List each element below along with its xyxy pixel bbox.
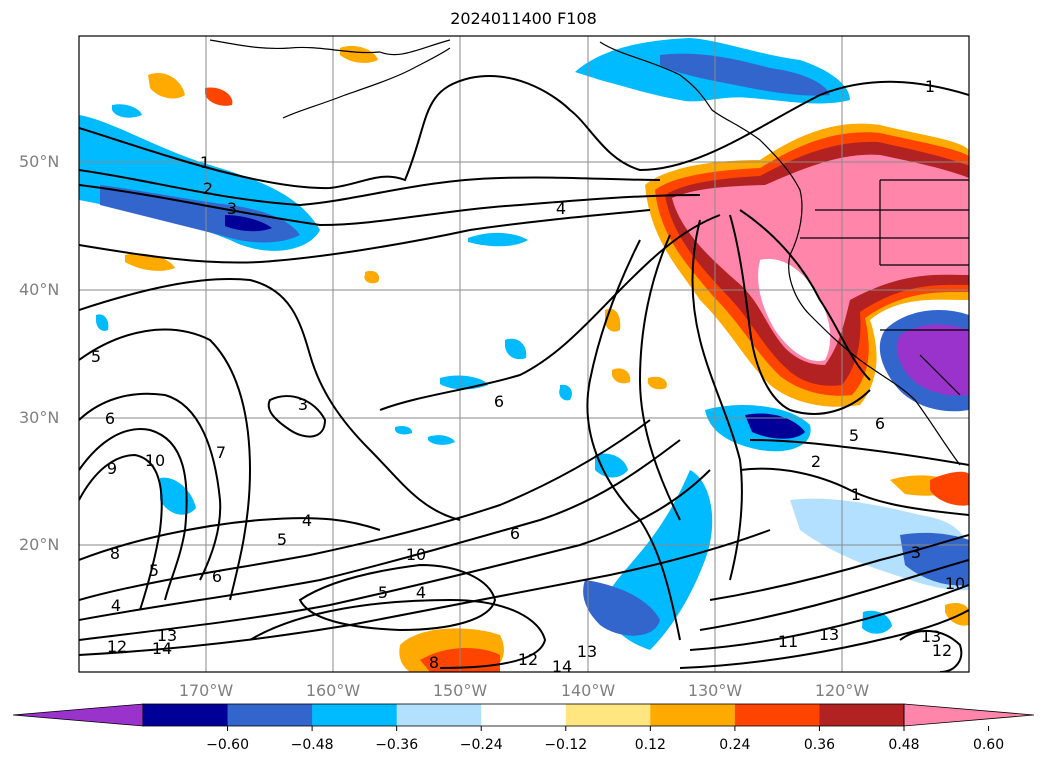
colorbar-segment: [734, 704, 820, 726]
colorbar-tick-label: 0.48: [888, 737, 920, 753]
colorbar-tick-label: 0.60: [972, 737, 1005, 753]
map-title: 2024011400 F108: [450, 9, 597, 28]
colorbar-tick-label: −0.60: [206, 737, 249, 753]
lon-label: 140°W: [560, 681, 616, 700]
contour-label: 3: [227, 199, 237, 218]
contour-label: 2: [203, 179, 213, 198]
colorbar-segment: [312, 704, 398, 726]
colorbar-segment: [143, 704, 229, 726]
lon-label: 150°W: [432, 681, 488, 700]
contour-label: 4: [111, 596, 121, 615]
contour-label: 13: [921, 627, 941, 646]
colorbar-segment: [481, 704, 567, 726]
colorbar-segment: [565, 704, 651, 726]
colorbar-tick-label: 0.12: [634, 737, 666, 753]
contour-label: 6: [105, 409, 115, 428]
contour-label: 1: [200, 153, 210, 172]
shaded-fields: [79, 38, 969, 672]
lon-label: 160°W: [305, 681, 361, 700]
contour-label: 8: [110, 544, 120, 563]
colorbar-segment: [396, 704, 482, 726]
contour-label: 10: [945, 574, 965, 593]
contour-label: 5: [378, 583, 388, 602]
colorbar-tick-label: −0.12: [544, 737, 588, 753]
contour-label: 5: [91, 347, 101, 366]
contour-label: 6: [875, 414, 885, 433]
colorbar-segments: [12, 703, 1035, 731]
contour-label: 1: [851, 485, 861, 504]
lon-label: 170°W: [178, 681, 234, 700]
colorbar-segment: [650, 704, 736, 726]
contour-label: 14: [152, 639, 172, 658]
contour-label: 10: [406, 545, 426, 564]
colorbar-extend-low: [12, 703, 144, 727]
contour-label: 13: [577, 642, 597, 661]
contour-label: 10: [145, 451, 165, 470]
contour-label: 14: [552, 657, 572, 676]
contour-label: 12: [518, 650, 538, 669]
contour-lines: [79, 75, 969, 672]
contour-label: 4: [416, 583, 426, 602]
colorbar-tick-label: 0.24: [719, 737, 751, 753]
contour-label: 13: [157, 626, 177, 645]
contour-label: 4: [302, 511, 312, 530]
lat-label: 50°N: [19, 152, 60, 171]
colorbar-tick-label: −0.48: [290, 737, 334, 753]
contour-label: 6: [510, 524, 520, 543]
colorbar-tick-label: −0.36: [375, 737, 419, 753]
colorbar-extend-high: [903, 703, 1035, 727]
contour-label: 13: [819, 625, 839, 644]
colorbar-tick-label: −0.24: [459, 737, 503, 753]
contour-label: 1: [925, 77, 935, 96]
map-plot: 1 2 3 4 1 5 6 9 10 7 3 6 8 5 6 4 5 4 10 …: [78, 35, 970, 676]
contour-label: 6: [494, 392, 504, 411]
contour-label: 12: [932, 641, 952, 660]
contour-label: 5: [277, 530, 287, 549]
lon-label: 130°W: [687, 681, 743, 700]
lat-label: 30°N: [19, 408, 60, 427]
contour-label: 3: [298, 395, 308, 414]
contour-label: 9: [107, 459, 117, 478]
contour-label: 8: [429, 653, 439, 672]
lon-label: 120°W: [814, 681, 870, 700]
contour-label: 3: [911, 543, 921, 562]
contour-label: 11: [778, 632, 798, 651]
contour-label: 4: [556, 199, 566, 218]
colorbar-segment: [819, 704, 905, 726]
contour-label: 6: [212, 567, 222, 586]
contour-label: 5: [149, 561, 159, 580]
contour-label: 2: [811, 452, 821, 471]
contour-label: 12: [107, 637, 127, 656]
colorbar-segment: [227, 704, 313, 726]
graticule: [79, 36, 969, 672]
contour-label: 7: [216, 443, 226, 462]
lat-label: 20°N: [19, 535, 60, 554]
coastlines: [209, 39, 969, 466]
contour-label-layer: 1 2 3 4 1 5 6 9 10 7 3 6 8 5 6 4 5 4 10 …: [91, 77, 965, 676]
colorbar-frame: [142, 703, 905, 727]
lat-label: 40°N: [19, 280, 60, 299]
contour-label: 5: [849, 426, 859, 445]
colorbar-tick-label: 0.36: [803, 737, 836, 753]
plot-frame: [78, 35, 970, 673]
